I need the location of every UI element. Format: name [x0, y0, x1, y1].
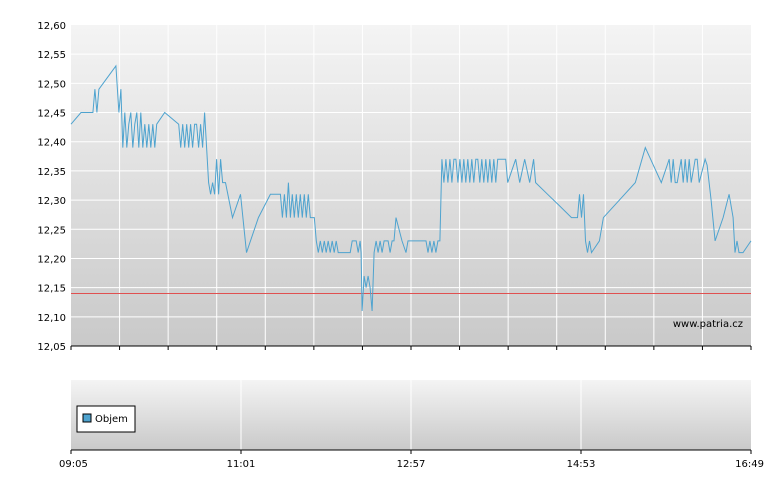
y-tick-label: 12,50: [37, 79, 66, 90]
y-tick-label: 12,20: [37, 254, 66, 265]
y-tick-label: 12,45: [37, 109, 66, 120]
y-tick-label: 12,15: [37, 284, 66, 295]
legend-swatch: [82, 413, 92, 423]
y-tick-label: 12,60: [37, 21, 66, 32]
legend-box: Objem: [76, 405, 136, 433]
x-tick-label: 16:49: [735, 459, 764, 470]
y-tick-label: 12,40: [37, 138, 66, 149]
y-tick-label: 12,05: [37, 342, 66, 353]
watermark: www.patria.cz: [673, 319, 743, 330]
volume-gridlines: [240, 380, 582, 450]
price-x-axis-ticks: [70, 346, 752, 350]
legend-label: Objem: [95, 414, 128, 425]
y-tick-label: 12,55: [37, 50, 66, 61]
x-tick-label: 09:05: [59, 459, 88, 470]
price-gridlines: [71, 25, 751, 346]
price-y-axis: 12,05 12,10 12,15 12,20 12,25 12,30 12,35 12,40…: [37, 21, 66, 353]
y-tick-label: 12,30: [37, 196, 66, 207]
x-tick-label: 14:53: [567, 459, 596, 470]
y-tick-label: 12,10: [37, 313, 66, 324]
x-tick-label: 11:01: [227, 459, 256, 470]
price-series-line: [70, 64, 752, 312]
y-tick-label: 12,35: [37, 167, 66, 178]
volume-x-axis: 09:05 11:01 12:57 14:53 16:49: [59, 450, 764, 470]
y-tick-label: 12,25: [37, 225, 66, 236]
x-tick-label: 12:57: [397, 459, 426, 470]
